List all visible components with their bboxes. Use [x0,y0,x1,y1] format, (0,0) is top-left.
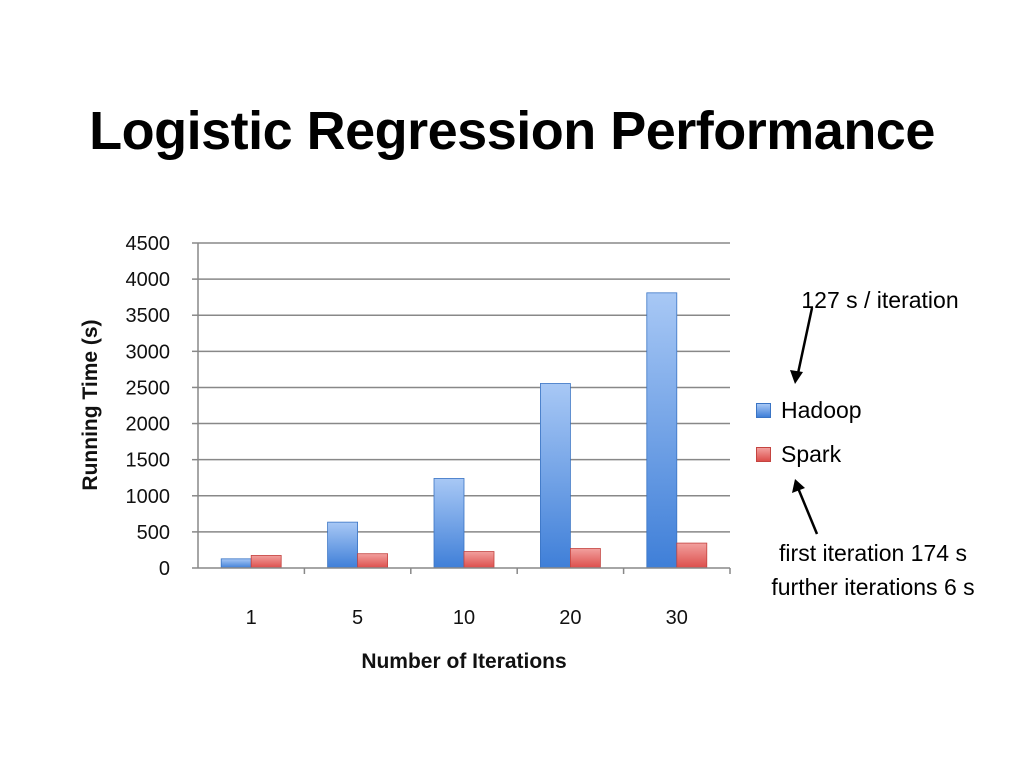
legend-item-hadoop: Hadoop [756,390,862,430]
bar-hadoop-20 [540,383,571,569]
axes [192,242,731,574]
bar-hadoop-10 [433,478,465,569]
x-tick-label: 1 [246,607,257,629]
hadoop-annotation: 127 s / iteration [801,287,959,313]
legend-label-spark: Spark [781,440,842,467]
hadoop-arrow [795,307,814,379]
legend-item-spark: Spark [756,434,862,474]
annotation-arrows [790,307,819,535]
hadoop-arrow-head [790,370,803,384]
spark-annotation: first iteration 174 s further iterations… [742,536,1004,604]
bar-spark-1 [250,555,282,569]
spark-arrow [796,487,819,535]
y-tick-label: 1000 [126,486,171,508]
tick-labels: 0 500 1000 1500 2000 2500 3000 3500 4000 4500 1 5 10… [126,233,688,629]
bar-spark-20 [570,548,601,569]
x-axis-title: Number of Iterations [361,650,566,673]
bar-spark-10 [463,551,495,569]
y-tick-label: 0 [159,558,170,580]
y-tick-label: 500 [137,522,170,544]
x-tick-label: 5 [352,607,363,629]
y-tick-label: 2000 [126,414,171,436]
slide-title: Logistic Regression Performance [89,101,935,161]
legend-label-hadoop: Hadoop [781,396,862,423]
x-tick-label: 30 [666,607,688,629]
legend-swatch-hadoop [756,402,771,418]
x-tick-label: 20 [559,607,581,629]
bar-spark-5 [357,553,389,569]
bar-hadoop-5 [327,521,359,569]
spark-annotation-line2: further iterations 6 s [771,574,975,600]
y-tick-label: 3500 [126,305,171,327]
bar-hadoop-30 [646,292,678,569]
y-tick-label: 4000 [126,269,171,291]
bar-spark-30 [676,542,708,569]
spark-arrow-head [792,479,805,493]
y-tick-label: 4500 [126,233,171,255]
legend-swatch-spark [756,446,771,462]
bar-hadoop-1 [220,558,252,569]
y-tick-label: 3000 [126,341,171,363]
y-tick-label: 1500 [126,450,171,472]
x-tick-label: 10 [453,607,475,629]
chart-legend: Hadoop Spark [756,390,862,478]
bars [220,292,708,569]
y-axis-title: Running Time (s) [79,319,102,490]
spark-annotation-line1: first iteration 174 s [779,540,967,566]
y-tick-label: 2500 [126,377,171,399]
